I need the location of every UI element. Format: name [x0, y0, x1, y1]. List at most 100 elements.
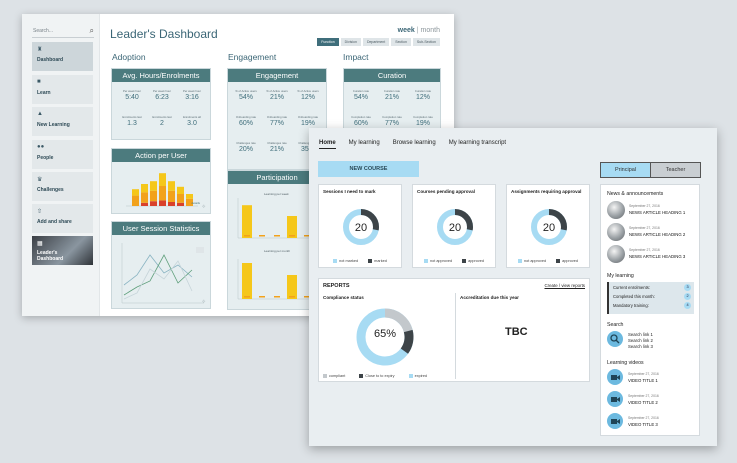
- search-icon[interactable]: ⌕: [89, 26, 94, 35]
- action-bar-segment-yellow: [177, 186, 184, 194]
- filter-function[interactable]: Function: [317, 38, 339, 46]
- learning-portal-window: Home My learning Browse learning My lear…: [309, 128, 717, 446]
- sidebar-item-label: Leader's Dashboard: [37, 250, 64, 262]
- my-learning-summary: Current enrolments: 3 Completed this mon…: [607, 282, 694, 314]
- reports-card: REPORTS Create / view reports Compliance…: [318, 278, 590, 382]
- tab-browse-learning[interactable]: Browse learning: [392, 140, 436, 146]
- video-title: VIDEO TITLE 3: [628, 422, 658, 427]
- role-principal[interactable]: Principal: [601, 163, 651, 177]
- card-legend: not approved approved: [507, 259, 589, 263]
- compliance-segment-expired: [356, 308, 414, 366]
- search-link[interactable]: Search link 3: [628, 344, 653, 349]
- news-item[interactable]: September 27, 2016 NEWS ARTICLE HEADING …: [607, 245, 697, 265]
- new-course-button[interactable]: NEW COURSE: [318, 161, 419, 177]
- stat-value: 21%: [269, 94, 284, 101]
- expand-icon[interactable]: ⁘: [201, 204, 206, 210]
- donut-segment: [343, 209, 379, 245]
- sidebar-item-leaders-dashboard[interactable]: ▦ Leader's Dashboard: [32, 236, 93, 265]
- expand-icon[interactable]: ⁘: [201, 299, 206, 305]
- section-adoption: Adoption: [112, 52, 146, 62]
- action-bar-segment-yellow: [141, 184, 148, 193]
- legend-label: not marked: [339, 259, 359, 263]
- role-teacher[interactable]: Teacher: [651, 163, 700, 177]
- card-courses-pending-approval[interactable]: Courses pending approval 20 not approved…: [412, 184, 496, 268]
- create-view-reports-link[interactable]: Create / view reports: [544, 283, 585, 288]
- stat: Enrolments last 2: [148, 115, 176, 127]
- participation-bar: [242, 263, 252, 299]
- graduation-cap-icon: ▲: [37, 111, 43, 117]
- my-learning-row-label: Current enrolments:: [613, 285, 651, 290]
- tab-home[interactable]: Home: [319, 140, 336, 149]
- period-month[interactable]: month: [420, 27, 440, 34]
- sidebar-item-people[interactable]: ●● People: [32, 140, 93, 169]
- participation-marker: [289, 235, 295, 237]
- tab-my-learning[interactable]: My learning: [348, 140, 380, 146]
- participation-note: Learning per week: [264, 192, 289, 196]
- action-bar-segment-red: [168, 202, 175, 206]
- action-bar-segment-red: [159, 200, 166, 206]
- card-title: Sessions I need to mark: [323, 189, 376, 194]
- panel-title: Curation: [344, 69, 440, 82]
- legend-item: expired: [408, 374, 428, 378]
- stat: Curation rate 12%: [409, 89, 437, 101]
- legend-item: approved: [556, 259, 578, 263]
- binoculars-icon: ♜: [37, 47, 43, 53]
- sidebar-item-add-and-share[interactable]: ⇧ Add and share: [32, 204, 93, 233]
- sidebar-item-new-learning[interactable]: ▲ New Learning: [32, 107, 93, 136]
- action-bar-segment-red: [177, 202, 184, 206]
- panel-title: User Session Statistics: [112, 222, 210, 235]
- search-input[interactable]: Search... ⌕: [32, 26, 94, 38]
- stat-label: Completion rate: [351, 115, 371, 119]
- stat: % of Active users 12%: [294, 89, 322, 101]
- participation-marker: [289, 296, 295, 298]
- video-item[interactable]: September 27, 2016 VIDEO TITLE 2: [607, 391, 697, 411]
- search-icon[interactable]: [607, 331, 623, 347]
- legend-label: Close to to expiry: [365, 374, 395, 378]
- series-line-3: [123, 260, 193, 300]
- stat-label: Curation rate: [414, 89, 432, 93]
- card-legend: not marked marked: [319, 259, 401, 263]
- video-camera-icon: [607, 369, 623, 385]
- stat: Completion rate 77%: [378, 115, 406, 127]
- card-sessions-to-mark[interactable]: Sessions I need to mark 20 not marked ma…: [318, 184, 402, 268]
- details-link[interactable]: details: [191, 201, 200, 205]
- sidebar-item-learn[interactable]: ■ Learn: [32, 75, 93, 104]
- legend-swatch: [359, 374, 364, 378]
- section-impact: Impact: [343, 52, 369, 62]
- action-bar-segment-red: [141, 202, 148, 206]
- tab-my-learning-transcript[interactable]: My learning transcript: [448, 140, 507, 146]
- filter-sub-section[interactable]: Sub-Section: [412, 38, 440, 46]
- video-item[interactable]: September 27, 2016 VIDEO TITLE 3: [607, 413, 697, 433]
- stat-value: 1.3: [127, 120, 137, 127]
- filter-division[interactable]: Division: [340, 38, 361, 46]
- stat: Curation rate 54%: [347, 89, 375, 101]
- video-item[interactable]: September 27, 2016 VIDEO TITLE 1: [607, 369, 697, 389]
- stat-label: % of Active users: [297, 89, 319, 93]
- sidebar-item-challenges[interactable]: ♛ Challenges: [32, 172, 93, 201]
- stat-value: 77%: [384, 120, 399, 127]
- sidebar-item-dashboard[interactable]: ♜ Dashboard: [32, 42, 93, 71]
- news-date: September 27, 2016: [629, 248, 660, 252]
- news-item[interactable]: September 27, 2016 NEWS ARTICLE HEADING …: [607, 223, 697, 243]
- donut-segment: [437, 209, 473, 245]
- news-item[interactable]: September 27, 2016 NEWS ARTICLE HEADING …: [607, 201, 697, 221]
- stat-label: Challenges rate: [236, 141, 256, 145]
- stat: Per week hour 3:16: [178, 89, 206, 101]
- stat: Challenges rate 21%: [263, 141, 291, 153]
- upload-icon: ⇧: [37, 209, 43, 215]
- panel-avg-hours: Avg. Hours/Enrolments Per week hour 5:40 …: [111, 68, 211, 140]
- folder-icon: ■: [37, 79, 41, 85]
- period-week[interactable]: week: [397, 27, 415, 34]
- legend-item: not approved: [423, 259, 452, 263]
- filter-department[interactable]: Department: [362, 38, 390, 46]
- legend-label: expired: [414, 374, 428, 378]
- sidebar-item-label: Challenges: [37, 187, 64, 193]
- stat: Onboarding rate 60%: [232, 115, 260, 127]
- search-link[interactable]: Search link 2: [628, 338, 653, 343]
- count-badge: 3: [684, 284, 691, 291]
- search-link[interactable]: Search link 1: [628, 332, 653, 337]
- card-assignments-requiring-approval[interactable]: Assignments requiring approval 20 not ap…: [506, 184, 590, 268]
- filter-section[interactable]: Section: [391, 38, 411, 46]
- stat-label: Challenges rate: [267, 141, 287, 145]
- participation-marker: [244, 235, 250, 237]
